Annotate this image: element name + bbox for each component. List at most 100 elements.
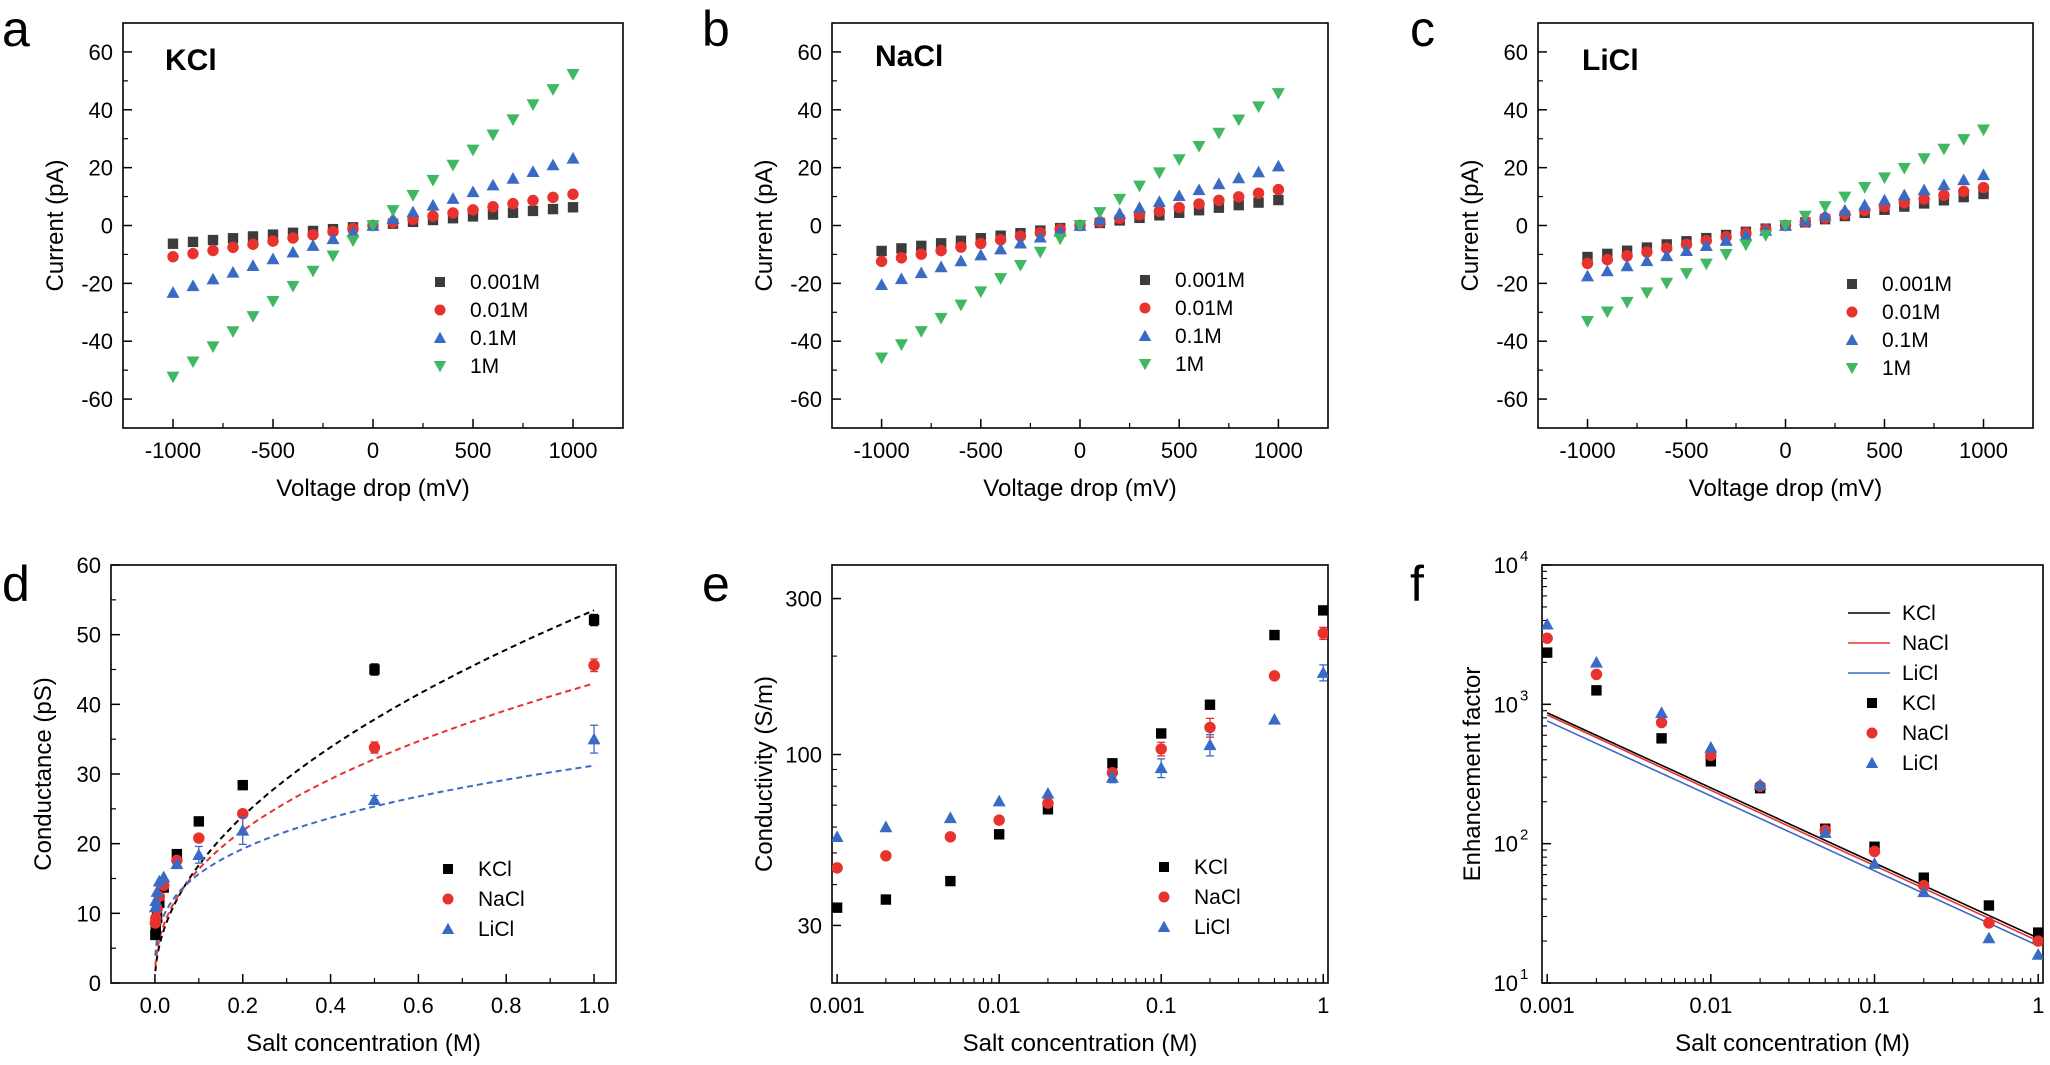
data-point-kcl xyxy=(1705,756,1717,767)
data-point-nacl xyxy=(1268,670,1281,682)
legend-marker-kcl xyxy=(1867,698,1877,708)
data-point-0.01m xyxy=(567,188,579,200)
data-point-nacl xyxy=(1317,627,1328,639)
y-tick-exponent: 1 xyxy=(1520,966,1528,983)
x-tick-label: 0.0 xyxy=(140,993,171,1018)
data-point-1m xyxy=(1739,239,1753,252)
data-point-nacl xyxy=(2032,935,2043,947)
data-point-0.001m xyxy=(1958,191,1969,203)
data-point-kcl xyxy=(1107,758,1118,769)
data-point-0.01m xyxy=(307,229,319,241)
data-point-0.01m xyxy=(507,197,519,210)
y-tick-label: 20 xyxy=(1504,156,1528,181)
data-point-0.01m xyxy=(207,244,219,257)
x-tick-label: 0 xyxy=(367,438,379,463)
plot-area xyxy=(148,609,601,972)
data-point-licl xyxy=(943,811,957,824)
data-point-1m xyxy=(326,250,340,263)
data-point-1m xyxy=(386,205,400,217)
data-point-0.001m xyxy=(1582,251,1593,263)
data-point-1m xyxy=(1152,167,1166,180)
data-point-kcl xyxy=(1983,900,1995,911)
legend-label: 0.1M xyxy=(1882,329,1929,352)
legend-label: LiCl xyxy=(1902,662,1938,685)
y-tick-label: 40 xyxy=(798,98,822,123)
data-point-1m xyxy=(954,299,968,312)
legend-label: NaCl xyxy=(1902,722,1949,745)
data-point-kcl xyxy=(1042,804,1054,815)
data-point-licl xyxy=(149,894,163,906)
x-tick-label: -500 xyxy=(251,438,295,463)
legend-label: 0.01M xyxy=(1882,301,1940,324)
x-tick-label: 500 xyxy=(1866,438,1903,463)
data-point-0.001m xyxy=(567,202,579,213)
data-point-licl xyxy=(1982,931,1996,944)
y-tick-label: 0 xyxy=(810,214,822,239)
data-point-1m xyxy=(1581,316,1594,328)
y-tick-label: 60 xyxy=(798,40,822,65)
panel-a: a KCl -1000 -500 0 500 1000 -60 -40 -20 0 20 40 60 Vol… xyxy=(2,1,624,502)
data-point-nacl xyxy=(1042,797,1054,809)
data-point-licl xyxy=(150,885,164,897)
data-point-0.01m xyxy=(527,194,539,207)
x-tick-label: 1 xyxy=(1317,993,1329,1018)
legend-label: LiCl xyxy=(478,918,514,941)
data-point-0.1m xyxy=(1093,213,1107,225)
x-axis-label: Voltage drop (mV) xyxy=(983,475,1176,502)
data-point-0.01m xyxy=(467,204,479,216)
data-point-licl xyxy=(992,794,1006,807)
x-tick-label: 1.0 xyxy=(579,993,610,1018)
legend-marker-licl xyxy=(1865,756,1879,768)
data-point-0.01m xyxy=(247,238,259,250)
x-axis-label: Salt concentration (M) xyxy=(963,1030,1198,1057)
y-tick-label: 20 xyxy=(89,156,113,181)
data-point-kcl xyxy=(588,614,600,626)
data-point-licl xyxy=(1041,786,1055,799)
data-point-0.01m xyxy=(227,241,239,254)
data-point-1m xyxy=(1759,229,1773,242)
data-point-1m xyxy=(466,144,480,157)
data-point-1m xyxy=(546,84,560,96)
legend-label: 0.1M xyxy=(470,327,517,350)
data-point-kcl xyxy=(171,848,183,860)
legend-marker-nacl xyxy=(1158,891,1170,903)
data-point-0.01m xyxy=(1918,193,1930,205)
data-point-kcl xyxy=(1542,647,1553,658)
data-point-kcl xyxy=(1155,728,1167,739)
y-tick-label: 40 xyxy=(89,98,113,123)
legend-label: LiCl xyxy=(1194,916,1230,939)
data-point-1m xyxy=(934,312,948,325)
legend-marker-0.001m xyxy=(1847,279,1857,289)
data-point-1m xyxy=(1878,172,1891,185)
data-point-0.1m xyxy=(1620,259,1634,272)
y-tick-exponent: 2 xyxy=(1520,827,1528,844)
data-point-kcl xyxy=(1318,605,1328,616)
y-tick-label: 30 xyxy=(798,913,822,938)
legend: KCl NaCl LiCl xyxy=(441,858,525,941)
data-point-1m xyxy=(186,356,200,369)
data-point-0.01m xyxy=(1233,191,1245,203)
legend-marker-0.001m xyxy=(435,277,445,287)
data-point-0.001m xyxy=(935,238,947,249)
data-point-0.01m xyxy=(935,244,947,257)
legend-marker-0.001m xyxy=(1140,275,1150,285)
data-point-0.1m xyxy=(1600,264,1614,277)
data-point-kcl xyxy=(150,929,161,941)
data-point-1m xyxy=(1897,162,1911,175)
y-axis-label: Enhancement factor xyxy=(1459,667,1486,882)
data-point-1m xyxy=(526,99,540,111)
data-point-0.1m xyxy=(1858,198,1872,211)
data-point-1m xyxy=(1957,134,1971,146)
legend-label: KCl xyxy=(1902,692,1936,715)
data-point-0.01m xyxy=(1153,205,1166,217)
data-point-1m xyxy=(1271,88,1285,100)
data-point-0.01m xyxy=(327,226,339,238)
y-axis-label: Conductivity (S/m) xyxy=(751,676,778,872)
data-point-licl xyxy=(879,820,893,833)
data-point-nacl xyxy=(150,912,162,924)
panel-letter: d xyxy=(2,556,30,612)
x-axis-label: Voltage drop (mV) xyxy=(1689,475,1882,502)
legend-label: NaCl xyxy=(478,888,525,911)
data-point-0.01m xyxy=(447,207,459,219)
data-point-0.1m xyxy=(1172,189,1186,202)
